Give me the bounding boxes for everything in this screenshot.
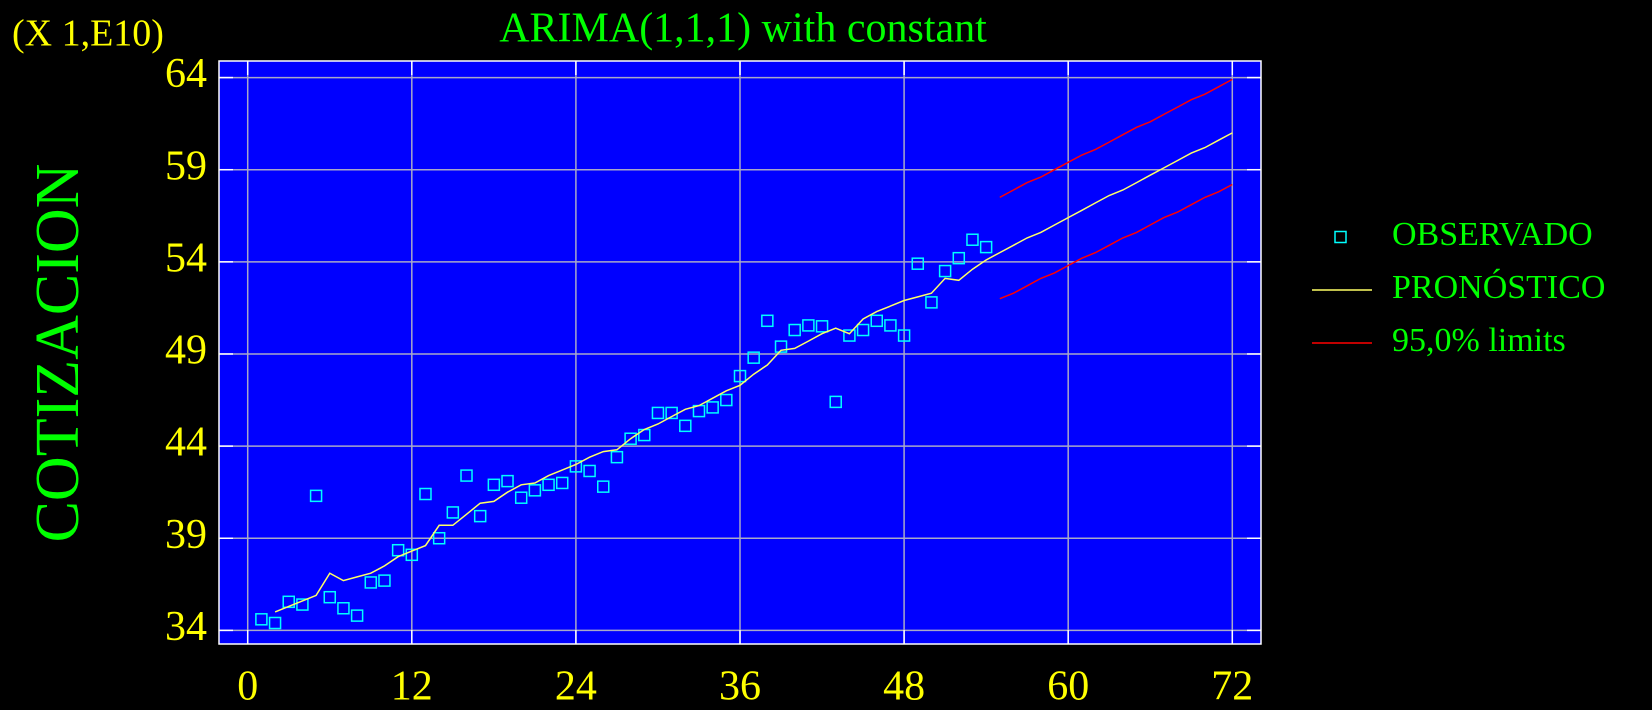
observed-point: [788, 323, 801, 337]
observed-point: [815, 320, 829, 333]
observed-point: [747, 351, 760, 364]
observed-point: [405, 548, 419, 562]
observed-point: [296, 598, 309, 611]
observed-point: [583, 464, 596, 478]
legend-label: 95,0% limits: [1392, 322, 1566, 359]
x-tick-label: 12: [391, 664, 433, 710]
y-tick-label: 64: [165, 51, 207, 97]
observed-point: [323, 590, 337, 604]
y-tick-label: 44: [165, 420, 207, 466]
observed-point: [733, 369, 747, 383]
x-tick-label: 0: [237, 664, 258, 710]
x-tick-label: 36: [719, 664, 761, 710]
observed-point: [350, 609, 364, 622]
observed-point: [364, 576, 378, 589]
observed-point: [774, 340, 788, 353]
observed-point: [391, 543, 405, 557]
observed-point: [856, 323, 870, 337]
y-tick-label: 34: [165, 604, 207, 650]
observed-point: [870, 314, 883, 328]
observed-point: [979, 240, 993, 254]
x-tick-label: 72: [1211, 664, 1253, 710]
observed-point: [419, 487, 432, 501]
x-tick-label: 48: [883, 664, 925, 710]
observed-point: [966, 233, 979, 246]
observed-point: [720, 393, 733, 407]
limit-line: [999, 183, 1233, 300]
legend-label: OBSERVADO: [1392, 216, 1593, 253]
x-tick-label: 60: [1047, 664, 1089, 710]
observed-point: [651, 406, 665, 420]
observed-point: [378, 574, 391, 587]
limit-line: [999, 78, 1233, 199]
observed-point: [309, 489, 323, 503]
observed-point: [911, 257, 925, 270]
chart-title: ARIMA(1,1,1) with constant: [499, 6, 987, 52]
observed-point: [460, 469, 473, 482]
legend-marker: [1334, 230, 1347, 244]
plot-frame: [218, 60, 1262, 645]
y-scale-label: (X 1,E10): [12, 13, 164, 55]
observed-point: [829, 395, 842, 409]
observed-point: [925, 296, 938, 309]
observed-point: [446, 506, 460, 519]
observed-point: [897, 329, 911, 342]
observed-point: [706, 401, 719, 414]
observed-point: [761, 314, 774, 328]
observed-point: [528, 484, 542, 497]
observed-point: [542, 478, 555, 492]
observed-point: [884, 319, 897, 332]
observed-point: [432, 531, 446, 545]
observed-point: [952, 251, 966, 265]
observed-point: [337, 602, 350, 615]
observed-point: [255, 613, 268, 626]
observed-point: [514, 491, 528, 504]
observed-point: [597, 480, 610, 493]
observed-point: [679, 419, 692, 433]
observed-point: [501, 474, 514, 488]
observed-point: [610, 450, 624, 464]
observed-point: [487, 478, 501, 492]
y-tick-label: 49: [165, 328, 207, 374]
observed-point: [843, 329, 856, 342]
observed-point: [268, 616, 282, 630]
observed-point: [282, 595, 295, 609]
observed-point: [555, 476, 569, 490]
y-axis-label: COTIZACION: [24, 164, 92, 543]
y-tick-label: 39: [165, 512, 207, 558]
y-tick-label: 54: [165, 235, 207, 281]
legend-label: PRONÓSTICO: [1392, 268, 1605, 306]
x-tick-label: 24: [555, 664, 597, 710]
observed-point: [473, 509, 487, 523]
forecast-line: [274, 132, 1233, 613]
y-tick-label: 59: [165, 143, 207, 189]
observed-point: [938, 264, 952, 278]
observed-point: [802, 319, 815, 332]
observed-point: [624, 432, 637, 445]
